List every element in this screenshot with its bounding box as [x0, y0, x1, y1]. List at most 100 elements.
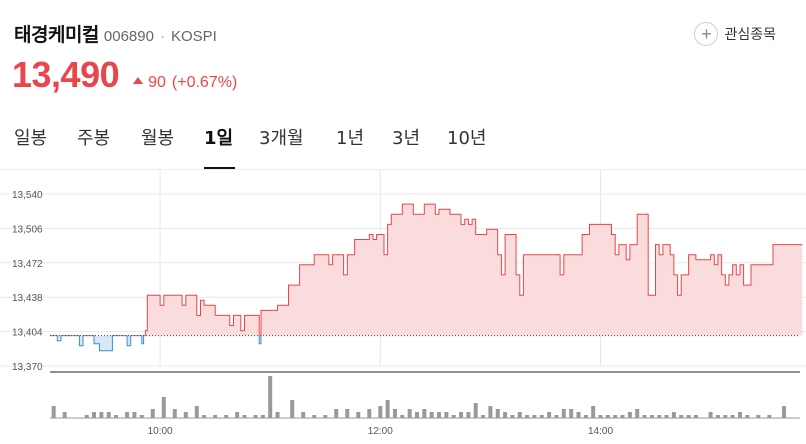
- volume-bar: [114, 415, 119, 418]
- volume-bar: [715, 415, 720, 418]
- tab-daily[interactable]: 일봉: [14, 128, 48, 149]
- volume-bar: [62, 412, 67, 418]
- volume-bar: [312, 415, 317, 418]
- volume-bar: [392, 409, 397, 418]
- volume-bar: [517, 412, 522, 418]
- volume-bar: [459, 412, 464, 418]
- stock-name: 태경케미컬: [14, 24, 99, 46]
- volume-bar: [253, 415, 258, 418]
- volume-bar: [642, 415, 647, 418]
- period-tabs: 일봉 주봉 월봉 1일 3개월 1년 3년 10년: [0, 120, 806, 170]
- y-tick-label: 13,472: [12, 259, 43, 270]
- volume-bar: [756, 415, 761, 418]
- volume-bar: [737, 412, 742, 418]
- volume-bar: [290, 400, 295, 418]
- tab-1year[interactable]: 1년: [336, 128, 365, 149]
- tab-1day[interactable]: 1일: [204, 128, 234, 149]
- volume-bar: [444, 412, 449, 418]
- volume-bar: [385, 400, 390, 418]
- x-tick-label: 14:00: [588, 426, 613, 437]
- volume-bar: [539, 415, 544, 418]
- volume-bar: [547, 412, 552, 418]
- volume-bar: [554, 415, 559, 418]
- price-area-fill-down: [57, 335, 261, 351]
- exchange-label: KOSPI: [170, 28, 217, 45]
- volume-bar: [301, 412, 306, 418]
- volume-bar: [605, 415, 610, 418]
- volume-bar: [679, 415, 684, 418]
- tabs-divider: [0, 169, 806, 170]
- current-price: 13,490: [12, 54, 120, 95]
- volume-bar: [51, 406, 56, 418]
- volume-bar: [345, 409, 350, 418]
- volume-bar: [525, 415, 530, 418]
- volume-bar: [664, 415, 669, 418]
- volume-bar: [161, 397, 166, 418]
- tab-weekly[interactable]: 주봉: [77, 128, 111, 149]
- intraday-chart[interactable]: 13,540 13,506 13,472 13,438 13,404 13,370 10:…: [0, 170, 806, 444]
- price-area: [50, 203, 803, 352]
- volume-bar: [782, 406, 786, 418]
- volume-bar: [693, 415, 698, 418]
- x-tick-label: 10:00: [148, 426, 173, 437]
- y-tick-label: 13,404: [12, 328, 43, 339]
- volume-bar: [378, 406, 383, 418]
- volume-bar: [620, 415, 625, 418]
- volume-bar: [172, 409, 177, 418]
- volume-bar: [106, 412, 111, 418]
- volume-bar: [686, 415, 691, 418]
- x-tick-label: 12:00: [368, 426, 393, 437]
- volume-bar: [481, 415, 486, 418]
- volume-bar: [532, 415, 537, 418]
- volume-bar: [451, 415, 456, 418]
- y-tick-label: 13,506: [12, 224, 43, 235]
- x-axis: 10:00 12:00 14:00: [148, 426, 614, 437]
- volume-bars: [50, 376, 800, 419]
- volume-bar: [224, 415, 229, 418]
- volume-bar: [323, 415, 328, 418]
- y-tick-label: 13,438: [12, 293, 43, 304]
- volume-bar: [356, 412, 361, 418]
- volume-bar: [84, 415, 89, 418]
- price-change: 90 (+0.67%): [133, 74, 237, 92]
- tab-3months[interactable]: 3개월: [259, 128, 304, 149]
- add-to-watchlist-button[interactable]: + 관심종목: [694, 22, 776, 46]
- volume-bar: [125, 412, 130, 418]
- volume-bar: [745, 415, 750, 418]
- volume-bar: [708, 412, 713, 418]
- volume-bar: [235, 412, 240, 418]
- volume-bar: [132, 412, 137, 418]
- y-tick-label: 13,370: [12, 362, 43, 373]
- volume-bar: [723, 415, 728, 418]
- volume-bar: [194, 406, 199, 418]
- volume-bar: [473, 403, 478, 418]
- tab-10years[interactable]: 10년: [447, 128, 487, 149]
- volume-bar: [598, 415, 603, 418]
- price-line-up: [50, 203, 803, 336]
- tab-monthly[interactable]: 월봉: [141, 128, 175, 149]
- volume-bar: [466, 412, 471, 418]
- volume-bar: [139, 415, 144, 418]
- volume-bar: [242, 415, 247, 418]
- tab-3years[interactable]: 3년: [392, 128, 421, 149]
- volume-bar: [503, 412, 508, 418]
- stock-header: 태경케미컬 006890 · KOSPI: [14, 20, 217, 47]
- volume-bar: [671, 412, 676, 418]
- volume-bar: [150, 409, 155, 418]
- plus-icon: +: [694, 22, 719, 46]
- volume-bar: [429, 412, 434, 418]
- volume-bar: [407, 409, 412, 418]
- volume-bar: [635, 409, 640, 418]
- active-tab-indicator: [204, 167, 235, 169]
- volume-bar: [627, 412, 632, 418]
- watchlist-label: 관심종목: [724, 27, 776, 43]
- volume-bar: [334, 409, 339, 418]
- volume-bar: [183, 412, 188, 418]
- change-amount: 90: [148, 74, 166, 91]
- volume-bar: [268, 376, 273, 418]
- volume-bar: [99, 412, 104, 418]
- volume-bar: [767, 415, 772, 418]
- volume-bar: [591, 406, 596, 418]
- volume-bar: [437, 412, 442, 418]
- volume-bar: [657, 415, 662, 418]
